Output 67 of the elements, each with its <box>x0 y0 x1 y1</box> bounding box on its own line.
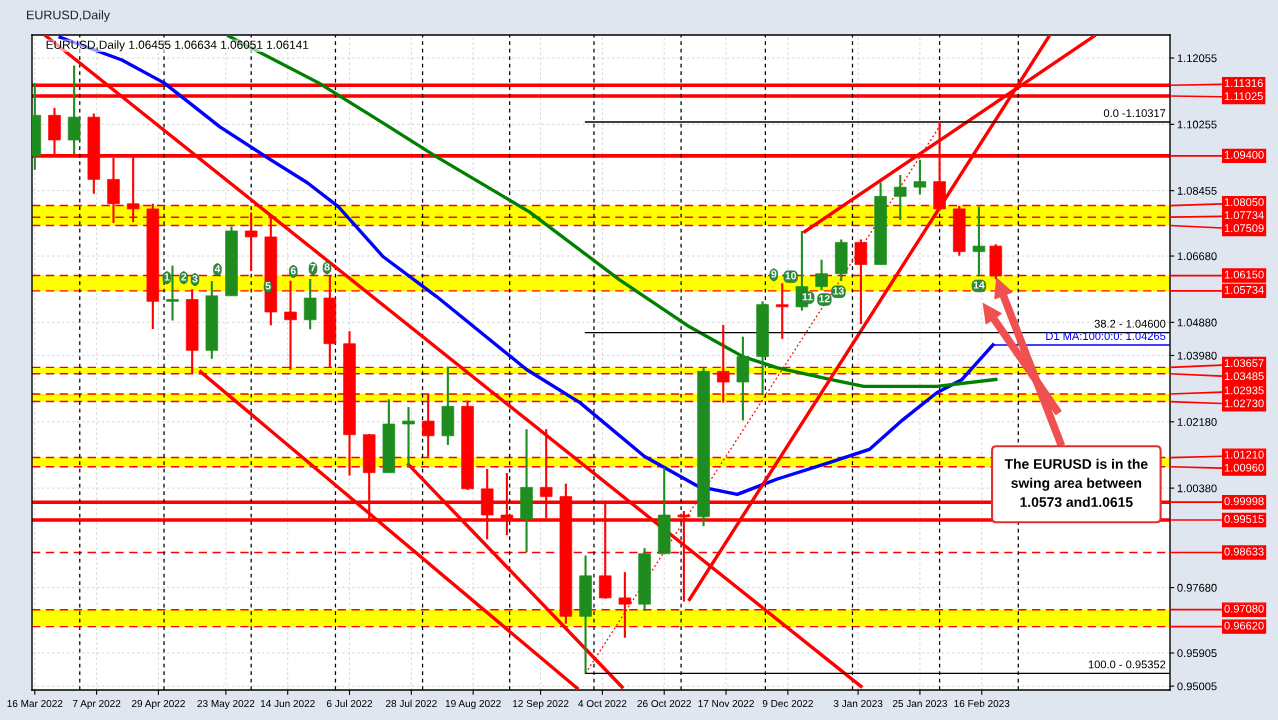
y-tick-label: 0.95905 <box>1177 649 1217 658</box>
x-tick-label: 25 Jan 2023 <box>892 699 948 708</box>
y-tick-label: 1.12055 <box>1177 54 1217 63</box>
annotation: 10 <box>785 272 797 280</box>
annotation: 7 <box>310 264 316 272</box>
annotation: 5 <box>265 282 271 290</box>
ref-line-label: 0.99998 <box>1224 497 1264 506</box>
annotation: 13 <box>833 287 844 295</box>
annotation: 1 <box>164 273 170 281</box>
annotation: 2 <box>181 273 187 281</box>
y-tick-label: 1.04880 <box>1177 318 1217 327</box>
ref-line-label: 1.08050 <box>1224 198 1264 207</box>
annotation: 12 <box>819 294 830 303</box>
y-tick-label: 1.08455 <box>1177 186 1217 195</box>
ref-line-label: 1.03657 <box>1224 359 1264 368</box>
y-tick-label: 0.95005 <box>1177 682 1217 691</box>
x-tick-label: 17 Nov 2022 <box>698 699 754 708</box>
x-tick-label: 14 Jun 2022 <box>260 699 315 708</box>
annotation: 11 <box>802 293 813 301</box>
annotation: 4 <box>214 265 221 273</box>
annotation: 14 <box>973 281 985 289</box>
ref-line-label: 1.00960 <box>1224 463 1264 472</box>
ref-line-label: 1.07509 <box>1224 224 1264 233</box>
ref-line-label: 0.97080 <box>1224 604 1264 613</box>
annotation: The EURUSD is in the swing area between 1.0573 and1.0615 <box>1004 458 1148 508</box>
ref-line-label: 1.02935 <box>1224 386 1264 395</box>
ref-line-label: 1.03485 <box>1224 372 1264 381</box>
x-tick-label: 4 Oct 2022 <box>578 699 627 708</box>
chart-subtitle: EURUSD,Daily <box>27 10 111 22</box>
ref-line-label: 1.06150 <box>1224 270 1264 279</box>
x-tick-label: 28 Jul 2022 <box>385 699 437 708</box>
x-tick-label: 29 Apr 2022 <box>131 699 185 710</box>
x-tick-label: 6 Jul 2022 <box>326 699 373 708</box>
y-tick-label: 1.03980 <box>1177 351 1217 360</box>
ref-line-label: 0.96620 <box>1224 621 1264 630</box>
x-tick-label: 16 Mar 2022 <box>7 699 63 708</box>
y-tick-label: 1.00380 <box>1177 484 1217 493</box>
ref-line-label: 1.09400 <box>1224 150 1264 159</box>
x-tick-label: 16 Feb 2023 <box>954 699 1010 708</box>
y-tick-label: 0.97680 <box>1177 583 1217 592</box>
y-tick-label: 1.10255 <box>1177 120 1217 129</box>
annotation: 9 <box>771 270 777 278</box>
x-tick-label: 23 May 2022 <box>197 699 255 710</box>
annotation: 3 <box>192 275 198 283</box>
ref-line-label: 1.02730 <box>1224 399 1264 408</box>
x-tick-label: 9 Dec 2022 <box>762 699 813 708</box>
ref-line-label: 0.99515 <box>1224 515 1264 523</box>
x-tick-label: 19 Aug 2022 <box>445 699 501 710</box>
annotation: 6 <box>290 266 296 275</box>
series-label: D1 MA:100:0:0: 1.04265 <box>1046 332 1166 341</box>
series-label: 100.0 - 0.95352 <box>1088 660 1166 669</box>
series-label: 0.0 -1.10317 <box>1103 109 1166 118</box>
y-tick-label: 1.06680 <box>1177 252 1217 261</box>
x-tick-label: 26 Oct 2022 <box>637 699 691 708</box>
ref-line-label: 1.07734 <box>1224 211 1264 220</box>
x-tick-label: 12 Sep 2022 <box>512 699 569 710</box>
y-tick-label: 1.02180 <box>1177 418 1217 426</box>
x-tick-label: 7 Apr 2022 <box>72 699 121 710</box>
ref-line-label: 1.11025 <box>1224 92 1263 101</box>
annotation: 8 <box>324 263 330 271</box>
x-tick-label: 3 Jan 2023 <box>833 699 883 708</box>
chart-title: EURUSD,Daily 1.06455 1.06634 1.06051 1.06141 <box>46 40 309 52</box>
ref-line-label: 1.11316 <box>1224 79 1263 88</box>
ref-line-label: 0.98633 <box>1224 547 1264 556</box>
series-label: 38.2 - 1.04600 <box>1094 319 1166 328</box>
ref-line-label: 1.05734 <box>1224 286 1264 294</box>
ref-line-label: 1.01210 <box>1224 450 1264 459</box>
